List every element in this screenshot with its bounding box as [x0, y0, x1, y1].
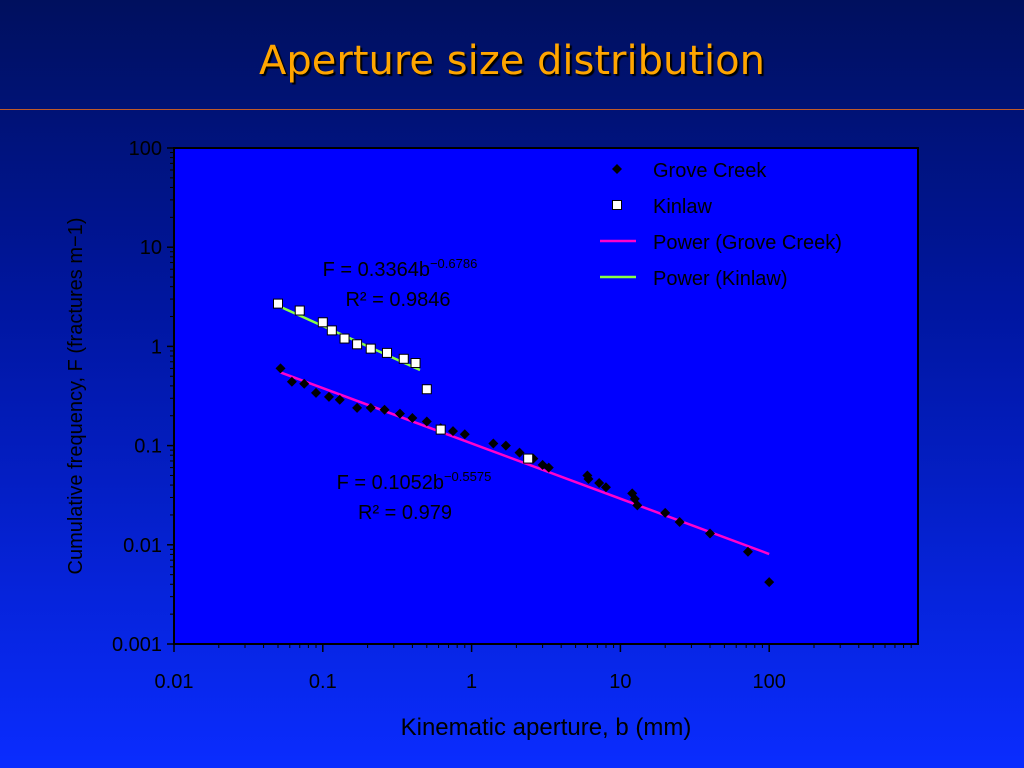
grove-creek-point: [421, 416, 432, 427]
grove-creek-point: [742, 546, 753, 557]
x-tick-label-0: 0.01: [155, 671, 194, 693]
legend-items: Grove Creek Kinlaw Power (Grove Creek) Powe…: [600, 160, 842, 290]
kinlaw-point: [273, 298, 284, 309]
title-divider: [0, 109, 1024, 110]
grove-creek-point: [407, 412, 418, 423]
y-tick-label-1: 0.01: [123, 535, 162, 557]
kinlaw-point: [381, 347, 392, 358]
plot-area: [173, 147, 919, 645]
kinlaw-point: [435, 424, 446, 435]
y-tick-labels: 0.001 0.01 0.1 1 10 100: [112, 138, 162, 656]
kinlaw-point: [294, 305, 305, 316]
kinlaw-r-squared: R² = 0.9846: [345, 289, 450, 311]
minor-ticks: [170, 152, 912, 648]
major-ticks: [167, 147, 770, 652]
grove-creek-point: [459, 429, 470, 440]
x-tick-label-3: 10: [609, 671, 631, 693]
grove-creek-point: [632, 500, 643, 511]
grove-creek-point: [286, 376, 297, 387]
grove-creek-point: [600, 482, 611, 493]
kinlaw-point: [410, 358, 421, 369]
grove-creek-point: [394, 408, 405, 419]
kinlaw-equation-base: F = 0.3364b: [323, 259, 430, 281]
grove-creek-point: [583, 474, 594, 485]
kinlaw-point: [523, 453, 534, 464]
kinlaw-point: [339, 333, 350, 344]
y-tick-label-4: 10: [140, 237, 162, 259]
legend-grove-creek-marker: [612, 164, 622, 174]
grove-equation: F = 0.1052b−0.5575: [337, 469, 492, 494]
legend-kinlaw-marker: [612, 200, 622, 210]
grove-creek-point: [310, 387, 321, 398]
kinlaw-point: [398, 353, 409, 364]
grove-creek-point: [352, 402, 363, 413]
slide-title: Aperture size distribution: [259, 38, 765, 84]
y-tick-label-3: 1: [151, 336, 162, 358]
kinlaw-point: [421, 384, 432, 395]
kinlaw-equation: F = 0.3364b−0.6786: [323, 256, 478, 281]
x-axis-label: Kinematic aperture, b (mm): [401, 714, 692, 741]
x-tick-labels: 0.01 0.1 1 10 100: [155, 671, 786, 693]
grove-creek-point: [365, 402, 376, 413]
legend-grove-creek-label: Grove Creek: [653, 160, 767, 182]
y-tick-label-0: 0.001: [112, 634, 162, 656]
data-markers: [273, 298, 775, 588]
legend-kinlaw-label: Kinlaw: [653, 196, 712, 218]
kinlaw-point: [365, 343, 376, 354]
grove-creek-point: [488, 438, 499, 449]
grove-creek-point: [379, 404, 390, 415]
grove-creek-point: [764, 577, 775, 588]
legend-power-kinlaw-label: Power (Kinlaw): [653, 268, 787, 290]
y-axis-label: Cumulative frequency, F (fractures m−1): [65, 218, 87, 575]
grove-r-squared: R² = 0.979: [358, 502, 452, 524]
grove-creek-point: [334, 394, 345, 405]
grove-creek-point: [704, 528, 715, 539]
kinlaw-point: [317, 317, 328, 328]
grove-creek-point: [674, 516, 685, 527]
x-tick-label-2: 1: [466, 671, 477, 693]
kinlaw-equation-exponent: −0.6786: [430, 256, 477, 271]
grove-creek-point: [543, 462, 554, 473]
grove-creek-point: [514, 447, 525, 458]
x-tick-label-4: 100: [753, 671, 786, 693]
y-tick-label-2: 0.1: [134, 436, 162, 458]
y-tick-label-5: 100: [129, 138, 162, 160]
grove-creek-point: [275, 363, 286, 374]
x-tick-label-1: 0.1: [309, 671, 337, 693]
legend-power-grove-creek-label: Power (Grove Creek): [653, 232, 842, 254]
grove-creek-point: [299, 378, 310, 389]
grove-equation-exponent: −0.5575: [444, 469, 491, 484]
grove-creek-point: [500, 440, 511, 451]
grove-creek-point: [660, 507, 671, 518]
grove-creek-point: [448, 426, 459, 437]
kinlaw-point: [352, 339, 363, 350]
grove-equation-base: F = 0.1052b: [337, 472, 444, 494]
kinlaw-point: [326, 325, 337, 336]
grove-creek-point: [594, 477, 605, 488]
grove-creek-point: [323, 391, 334, 402]
